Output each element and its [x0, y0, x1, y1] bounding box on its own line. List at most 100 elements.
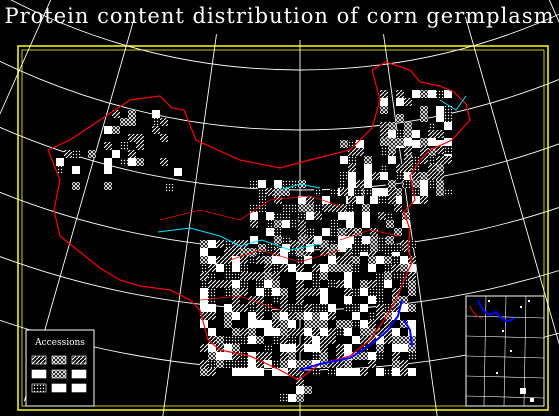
accession-cell [384, 304, 392, 312]
accession-cell [232, 304, 240, 312]
accession-cell [296, 360, 304, 368]
accession-cell [400, 360, 408, 368]
accession-cell [224, 344, 232, 352]
accession-cell [428, 138, 436, 146]
accession-cell [420, 148, 428, 156]
accession-cell [362, 220, 370, 228]
accession-cell [274, 180, 282, 188]
accession-cell [338, 236, 346, 244]
accession-cell [362, 236, 370, 244]
accession-cell [344, 280, 352, 288]
accession-cell [384, 368, 392, 376]
accession-cell [312, 304, 320, 312]
accession-cell [400, 272, 408, 280]
accession-cell [258, 188, 266, 196]
accession-cell [354, 228, 362, 236]
accession-cell [404, 130, 412, 138]
accession-cell [208, 304, 216, 312]
accession-cell [224, 304, 232, 312]
accession-cell [380, 146, 388, 154]
accession-cell [282, 220, 290, 228]
accession-cell [320, 336, 328, 344]
accession-cell [380, 164, 388, 172]
accession-cell [280, 394, 288, 402]
accession-cell [216, 352, 224, 360]
accession-cell [412, 180, 420, 188]
accession-cell [420, 106, 428, 114]
accession-cell [280, 352, 288, 360]
accession-cell [240, 352, 248, 360]
accession-cell [328, 368, 336, 376]
accession-cell [380, 172, 388, 180]
accession-cell [420, 196, 428, 204]
accession-cell [348, 156, 356, 164]
accession-cell [360, 280, 368, 288]
accession-cell [306, 236, 314, 244]
accession-cell [224, 288, 232, 296]
accession-cell [444, 90, 452, 98]
accession-cell [408, 368, 416, 376]
accession-cell [436, 114, 444, 122]
accession-cell [200, 288, 208, 296]
accession-cell [360, 336, 368, 344]
accession-cell [444, 188, 452, 196]
accession-cell [336, 256, 344, 264]
accession-cell [224, 272, 232, 280]
accession-cell [128, 158, 136, 166]
accession-cell [412, 188, 420, 196]
accession-cell [362, 204, 370, 212]
accession-cell [376, 368, 384, 376]
accession-cell [216, 280, 224, 288]
coastline [299, 299, 413, 371]
accession-cell [104, 126, 112, 134]
accession-cell [256, 304, 264, 312]
accession-cell [240, 328, 248, 336]
accession-cell [402, 212, 410, 220]
accession-cell [152, 110, 160, 118]
accession-cell [248, 328, 256, 336]
accession-cell [436, 146, 444, 154]
accession-cell [160, 118, 168, 126]
accession-cell [296, 264, 304, 272]
accession-cell [298, 236, 306, 244]
accession-cell [360, 368, 368, 376]
accession-cell [392, 336, 400, 344]
accession-cell [304, 360, 312, 368]
accession-cell [436, 188, 444, 196]
accession-cell [266, 212, 274, 220]
accession-cell [348, 180, 356, 188]
accession-cell [376, 296, 384, 304]
accession-cell [376, 328, 384, 336]
accession-cell [232, 328, 240, 336]
accession-cell [306, 196, 314, 204]
accession-cell [290, 180, 298, 188]
accession-cell [208, 344, 216, 352]
accession-cell [258, 204, 266, 212]
accession-cell [376, 288, 384, 296]
accession-cell [304, 272, 312, 280]
legend-swatch [31, 355, 47, 365]
accession-cell [402, 244, 410, 252]
accession-cell [328, 304, 336, 312]
accession-cell [364, 188, 372, 196]
accession-cell [388, 196, 396, 204]
accession-cell [354, 188, 362, 196]
accession-cell [314, 204, 322, 212]
accession-cell [340, 172, 348, 180]
accession-cell [232, 352, 240, 360]
accession-cell [320, 344, 328, 352]
accession-cell [296, 272, 304, 280]
accession-cell [72, 166, 80, 174]
accession-cell [340, 140, 348, 148]
accession-cell [264, 264, 272, 272]
accession-cell [320, 240, 328, 248]
accession-cell [282, 188, 290, 196]
accession-cell [248, 304, 256, 312]
accession-cell [372, 188, 380, 196]
river-lines [157, 95, 467, 251]
accession-cell [288, 352, 296, 360]
accession-cell [368, 336, 376, 344]
accession-cell [392, 312, 400, 320]
accession-cell [224, 256, 232, 264]
